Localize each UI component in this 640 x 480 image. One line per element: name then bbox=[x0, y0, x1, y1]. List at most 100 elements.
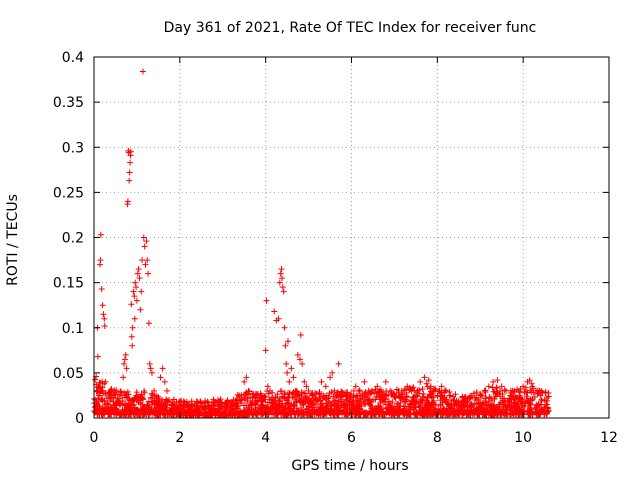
data-point bbox=[468, 392, 475, 399]
data-point bbox=[159, 365, 166, 372]
data-point bbox=[494, 404, 501, 411]
y-tick-labels: 0 0.05 0.1 0.15 0.2 0.25 0.3 0.35 0.4 bbox=[53, 50, 84, 427]
data-point bbox=[522, 384, 529, 391]
data-point bbox=[400, 396, 406, 403]
data-point bbox=[94, 407, 101, 414]
data-point bbox=[395, 387, 402, 394]
data-point bbox=[335, 360, 342, 367]
data-point bbox=[317, 405, 324, 412]
data-point bbox=[233, 412, 240, 419]
data-point bbox=[101, 315, 108, 322]
data-point bbox=[363, 410, 370, 417]
data-point bbox=[127, 148, 134, 155]
data-point bbox=[401, 410, 407, 417]
data-point bbox=[338, 393, 345, 400]
data-point bbox=[325, 395, 332, 402]
data-point bbox=[290, 402, 297, 409]
x-axis-label: GPS time / hours bbox=[291, 458, 408, 474]
data-point bbox=[363, 392, 370, 399]
data-point bbox=[365, 387, 372, 394]
data-point bbox=[520, 383, 527, 390]
data-point bbox=[459, 404, 466, 411]
y-tick-label: 0.25 bbox=[53, 185, 84, 201]
data-point bbox=[128, 301, 135, 308]
data-point bbox=[248, 401, 255, 408]
data-point bbox=[176, 405, 183, 412]
data-point bbox=[122, 402, 129, 409]
data-point bbox=[517, 394, 524, 401]
data-point bbox=[143, 402, 150, 409]
data-point bbox=[124, 198, 131, 205]
data-point bbox=[444, 411, 451, 418]
data-point bbox=[279, 284, 286, 291]
data-point bbox=[145, 411, 152, 418]
data-point bbox=[323, 400, 330, 407]
data-point bbox=[480, 399, 487, 406]
data-point bbox=[328, 405, 335, 412]
data-point bbox=[108, 404, 115, 411]
data-point bbox=[498, 383, 505, 390]
data-point bbox=[504, 404, 511, 411]
data-point bbox=[268, 396, 275, 403]
data-point bbox=[528, 397, 535, 404]
data-point bbox=[108, 385, 115, 392]
data-point bbox=[222, 412, 229, 419]
data-point bbox=[153, 392, 160, 399]
data-point bbox=[290, 374, 297, 381]
data-point bbox=[194, 402, 200, 409]
data-point bbox=[517, 398, 524, 405]
data-point bbox=[97, 257, 104, 264]
data-point bbox=[99, 397, 106, 404]
data-point bbox=[241, 402, 248, 409]
data-point bbox=[326, 409, 333, 416]
data-point bbox=[506, 403, 513, 410]
data-point bbox=[93, 387, 100, 394]
data-point bbox=[245, 411, 252, 418]
data-point bbox=[286, 378, 293, 385]
data-point bbox=[94, 353, 101, 360]
data-point bbox=[264, 383, 271, 390]
data-point bbox=[323, 411, 330, 418]
data-point bbox=[379, 397, 386, 404]
data-point bbox=[292, 393, 299, 400]
data-point bbox=[330, 393, 337, 400]
data-point bbox=[121, 360, 128, 367]
data-point bbox=[336, 407, 343, 414]
data-point bbox=[465, 408, 472, 415]
data-point bbox=[490, 388, 497, 395]
x-tick-label: 6 bbox=[347, 430, 356, 446]
data-point bbox=[329, 369, 336, 376]
data-point bbox=[507, 392, 514, 399]
data-point bbox=[382, 401, 389, 408]
data-point bbox=[447, 392, 454, 399]
data-point bbox=[98, 387, 105, 394]
data-point bbox=[99, 302, 106, 309]
data-point bbox=[417, 378, 424, 385]
data-point bbox=[412, 392, 419, 399]
data-point bbox=[400, 409, 407, 416]
data-point bbox=[357, 392, 364, 399]
data-point bbox=[416, 386, 423, 393]
y-tick-label: 0 bbox=[75, 411, 84, 427]
data-point bbox=[278, 403, 285, 410]
data-point bbox=[121, 356, 128, 363]
x-tick-label: 8 bbox=[433, 430, 442, 446]
data-point bbox=[213, 409, 220, 416]
data-point bbox=[472, 396, 479, 403]
data-point bbox=[543, 401, 550, 408]
data-point bbox=[206, 405, 213, 412]
x-tick-label: 12 bbox=[600, 430, 618, 446]
data-point bbox=[485, 383, 492, 390]
data-point bbox=[451, 396, 458, 403]
data-point bbox=[188, 398, 195, 405]
data-point bbox=[259, 397, 266, 404]
data-point bbox=[219, 404, 226, 411]
data-point bbox=[168, 406, 175, 413]
data-point bbox=[265, 390, 272, 397]
data-point bbox=[339, 392, 346, 399]
data-point bbox=[92, 376, 99, 383]
data-point bbox=[418, 398, 425, 405]
y-tick-label: 0.35 bbox=[53, 95, 84, 111]
data-point bbox=[338, 388, 345, 395]
